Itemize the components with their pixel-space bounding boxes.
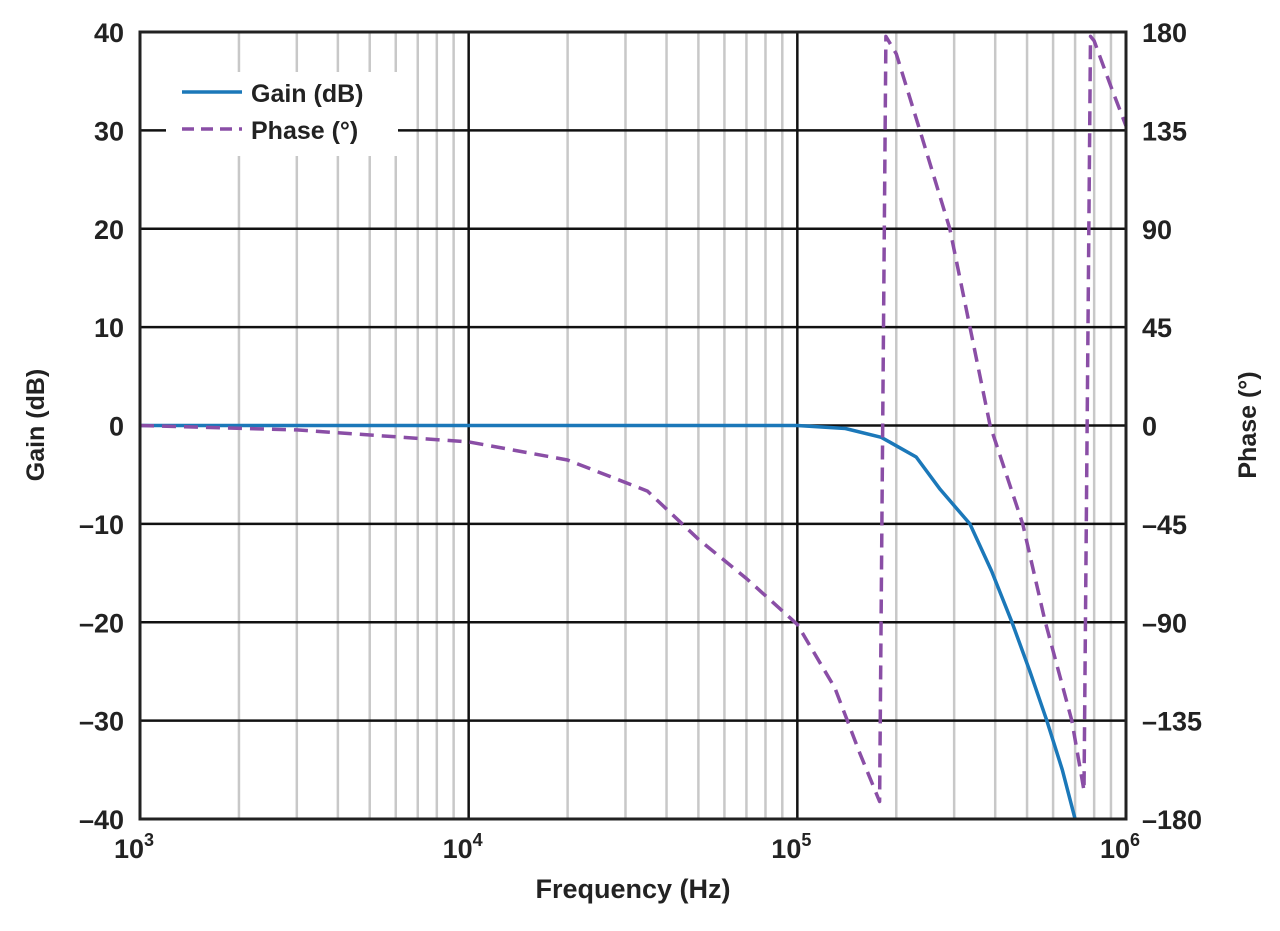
legend-phase-label: Phase (°) <box>251 117 358 145</box>
series-layer <box>139 34 1128 820</box>
y-tick-label: 0 <box>109 412 124 442</box>
y-tick-label: 40 <box>94 18 124 48</box>
phase-line <box>139 34 1128 804</box>
legend: Gain (dB) Phase (°) <box>166 72 398 156</box>
y-tick-label: –10 <box>79 510 124 540</box>
y2-axis-label: Phase (°) <box>1234 371 1262 478</box>
y2-tick-label: 135 <box>1142 116 1187 146</box>
y-tick-label: –20 <box>79 608 124 638</box>
x-tick-exponent: 5 <box>801 830 811 850</box>
y2-tick-label: 0 <box>1142 412 1157 442</box>
y2-tick-label: –90 <box>1142 608 1187 638</box>
x-tick-label: 106 <box>1100 830 1140 864</box>
y-tick-label: 20 <box>94 215 124 245</box>
y-tick-label: 10 <box>94 313 124 343</box>
x-tick-exponent: 3 <box>144 830 154 850</box>
legend-gain-label: Gain (dB) <box>251 80 364 108</box>
y2-tick-label: –135 <box>1142 707 1202 737</box>
y2-tick-label: –45 <box>1142 510 1187 540</box>
gain-line <box>140 423 1077 820</box>
y-tick-label: 30 <box>94 116 124 146</box>
y-tick-label: –40 <box>79 805 124 835</box>
y2-tick-label: 90 <box>1142 215 1172 245</box>
x-tick-label: 105 <box>771 830 811 864</box>
x-tick-label: 103 <box>114 830 154 864</box>
y2-tick-label: –180 <box>1142 805 1202 835</box>
plot-border <box>138 30 1128 821</box>
y2-tick-label: 45 <box>1142 313 1172 343</box>
y-axis-label: Gain (dB) <box>22 369 50 482</box>
x-tick-exponent: 4 <box>473 830 483 850</box>
x-axis-label: Frequency (Hz) <box>535 874 730 904</box>
legend-background <box>166 72 398 156</box>
y2-tick-label: 180 <box>1142 18 1187 48</box>
plot-frame <box>138 30 1128 821</box>
y-tick-label: –30 <box>79 707 124 737</box>
x-tick-exponent: 6 <box>1130 830 1140 850</box>
x-tick-label: 104 <box>443 830 483 864</box>
